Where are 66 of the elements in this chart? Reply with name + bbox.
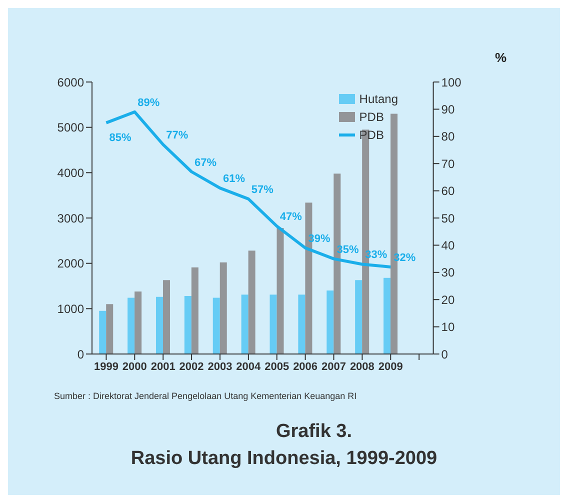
line-series (104, 110, 392, 268)
y-tick-label: 1000 (57, 302, 84, 316)
x-tick-label: 2000 (122, 360, 147, 373)
y-tick-label: 2000 (57, 256, 84, 271)
y-tick-label: 5000 (57, 120, 84, 135)
y-tick-label: 3000 (57, 211, 84, 226)
y2-tick-label: 80 (441, 130, 455, 144)
bar (355, 280, 362, 354)
legend-label: PDB (359, 127, 384, 144)
data-label: 32% (394, 252, 416, 264)
y-tick-label: 0 (77, 347, 84, 362)
legend-label: Hutang (359, 91, 398, 108)
x-tick-label: 1999 (94, 360, 118, 373)
data-label: 67% (194, 156, 217, 169)
data-label: 61% (222, 173, 246, 186)
y2-tick-label: 0 (441, 347, 448, 362)
bar (191, 267, 198, 354)
data-label: 89% (138, 96, 160, 109)
y2-tick-label: 10 (441, 320, 455, 334)
y2-axis-title: % (495, 50, 507, 65)
y-tick-label: 4000 (57, 166, 84, 180)
y2-tick-label: 50 (441, 211, 455, 226)
text: Sumber : Direktorat Jenderal Pengelolaan Utang Kementerian Keuangan RI (54, 391, 357, 401)
y2-tick-label: 70 (441, 156, 455, 171)
data-label: 39% (308, 232, 331, 245)
data-label: 85% (109, 132, 132, 144)
bar (184, 296, 192, 354)
y2-tick-label: 30 (441, 266, 455, 280)
bar (384, 278, 391, 354)
text: Rasio Utang Indonesia, 1999-2009 (130, 447, 438, 471)
y2-tick-label: 90 (441, 102, 455, 116)
x-tick-label: 2004 (236, 360, 262, 373)
data-label: 35% (336, 244, 359, 256)
data-label: 33% (365, 249, 388, 262)
legend-label: PDB (359, 109, 384, 126)
y2-tick-label: 40 (441, 238, 455, 252)
y-tick-label: 6000 (57, 75, 84, 90)
bar (162, 280, 170, 354)
x-tick-label: 2002 (179, 360, 204, 373)
data-label: 77% (166, 130, 188, 142)
data-label: 47% (280, 211, 302, 224)
bar (326, 290, 334, 354)
bar (241, 294, 248, 354)
data-label: 57% (251, 184, 274, 196)
bar (276, 228, 284, 354)
x-tick-label: 2003 (208, 360, 232, 373)
text: Grafik 3. (274, 420, 354, 444)
bar (134, 291, 142, 354)
bar (128, 298, 135, 354)
x-tick-label: 2007 (322, 360, 346, 373)
x-tick-label: 2005 (264, 360, 290, 373)
y2-tick-label: 20 (441, 292, 455, 307)
bar (99, 310, 106, 354)
x-tick-label: 2008 (350, 360, 374, 373)
x-tick-label: 2009 (378, 360, 403, 373)
x-tick-label: 2006 (293, 360, 318, 373)
bar (212, 298, 220, 354)
x-tick-label: 2001 (150, 360, 176, 373)
bar (106, 304, 114, 354)
bar (156, 296, 163, 354)
bar (298, 294, 306, 354)
y2-tick-label: 60 (441, 184, 455, 198)
y2-tick-label: 100 (441, 75, 462, 90)
bar (220, 262, 227, 354)
bar (248, 250, 256, 354)
bar (270, 294, 277, 354)
